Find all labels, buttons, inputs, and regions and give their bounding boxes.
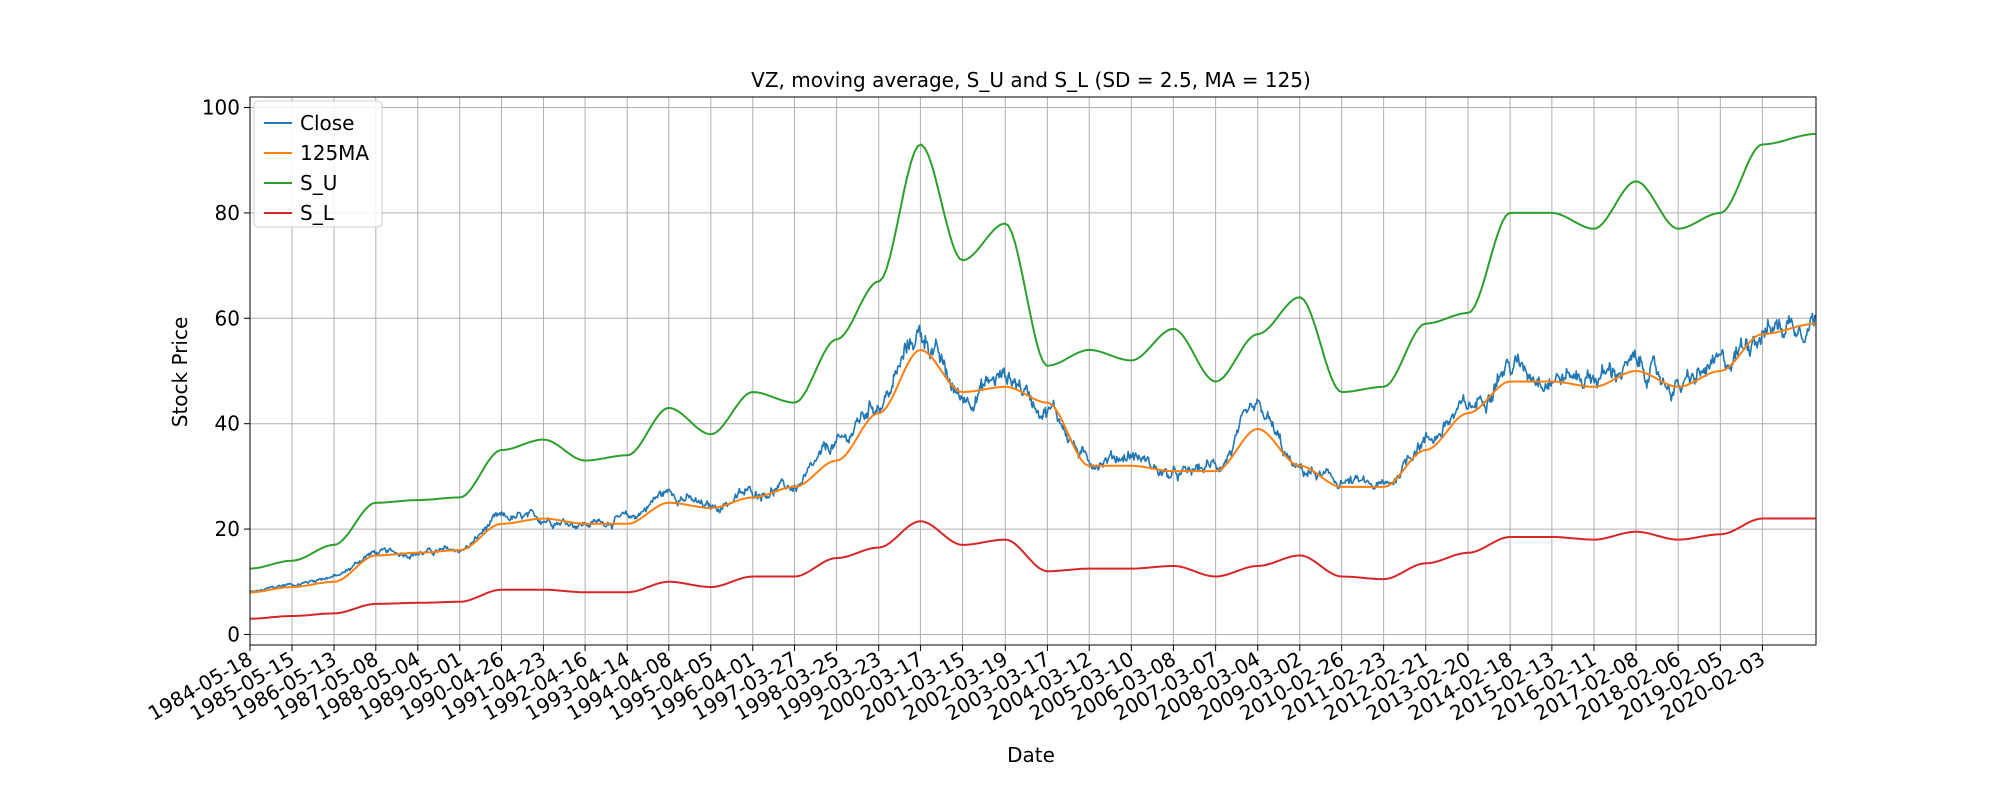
y-tick-label: 100 bbox=[202, 96, 240, 120]
x-axis: 1984-05-181985-05-151986-05-131987-05-08… bbox=[144, 645, 1769, 725]
legend-label: Close bbox=[300, 111, 354, 135]
legend-label: S_L bbox=[300, 201, 335, 225]
y-axis-label: Stock Price bbox=[168, 317, 192, 428]
series-line-125ma bbox=[250, 324, 1815, 593]
y-tick-label: 0 bbox=[227, 622, 240, 646]
y-tick-label: 20 bbox=[215, 517, 240, 541]
chart-title: VZ, moving average, S_U and S_L (SD = 2.… bbox=[751, 68, 1311, 92]
series-line-close bbox=[250, 314, 1816, 593]
y-axis: 0 20 40 60 80 100 bbox=[202, 96, 250, 647]
y-tick-label: 40 bbox=[215, 412, 240, 436]
legend-label: 125MA bbox=[300, 141, 369, 165]
legend: Close 125MA S_U S_L bbox=[254, 101, 382, 227]
series-layer bbox=[250, 134, 1816, 619]
y-tick-label: 80 bbox=[215, 201, 240, 225]
series-line-s_u bbox=[250, 134, 1815, 569]
y-tick-label: 60 bbox=[215, 306, 240, 330]
x-axis-label: Date bbox=[1007, 743, 1055, 767]
legend-label: S_U bbox=[300, 171, 337, 195]
